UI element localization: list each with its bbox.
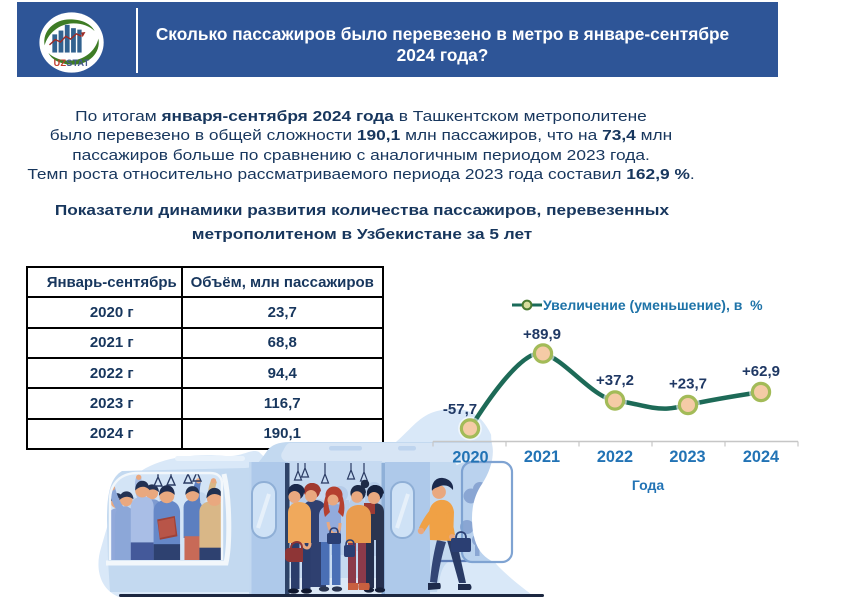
svg-text:Года: Года — [632, 477, 664, 493]
svg-text:2021: 2021 — [524, 448, 560, 466]
svg-text:-57,7: -57,7 — [443, 401, 477, 418]
svg-text:Увеличение (уменьшение), в %: Увеличение (уменьшение), в % — [543, 297, 763, 313]
svg-text:UZSTAT: UZSTAT — [54, 58, 90, 68]
svg-text:2024: 2024 — [743, 448, 779, 466]
svg-text:2020: 2020 — [452, 449, 488, 467]
svg-text:+23,7: +23,7 — [669, 376, 707, 393]
svg-text:+62,9: +62,9 — [742, 363, 780, 380]
svg-text:2023: 2023 — [669, 448, 705, 466]
svg-text:+89,9: +89,9 — [523, 326, 561, 343]
svg-text:2022: 2022 — [597, 448, 633, 466]
svg-text:+37,2: +37,2 — [596, 372, 634, 389]
